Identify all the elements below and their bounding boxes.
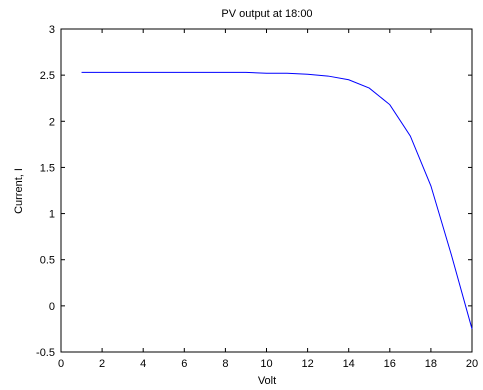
x-tick-label: 2 <box>99 358 105 370</box>
x-tick-label: 0 <box>58 358 64 370</box>
chart-title: PV output at 18:00 <box>221 8 312 20</box>
axis-ticks <box>60 28 473 353</box>
x-tick-label: 6 <box>181 358 187 370</box>
x-tick-label: 14 <box>343 358 355 370</box>
x-axis-label: Volt <box>258 375 276 387</box>
x-tick-label: 4 <box>140 358 146 370</box>
y-tick-label: 2 <box>49 116 55 128</box>
y-tick-label: 0.5 <box>40 255 55 267</box>
x-tick-label: 12 <box>301 358 313 370</box>
y-axis-label: Current, I <box>13 168 25 214</box>
series-group <box>81 71 473 330</box>
y-tick-label: -0.5 <box>36 347 55 359</box>
y-tick-labels: -0.5 0 0.5 1 1.5 2 2.5 3 <box>36 24 55 359</box>
plot-area <box>60 28 473 353</box>
y-tick-label: 0 <box>49 301 55 313</box>
series-line <box>81 71 473 330</box>
x-tick-label: 16 <box>384 358 396 370</box>
x-tick-labels: 0 2 4 6 8 10 12 14 16 18 20 <box>58 358 478 370</box>
y-tick-label: 1 <box>49 209 55 221</box>
x-tick-label: 18 <box>425 358 437 370</box>
y-tick-label: 1.5 <box>40 162 55 174</box>
y-tick-label: 2.5 <box>40 70 55 82</box>
y-tick-label: 3 <box>49 24 55 36</box>
x-tick-label: 20 <box>466 358 478 370</box>
x-tick-label: 10 <box>260 358 272 370</box>
x-tick-label: 8 <box>222 358 228 370</box>
